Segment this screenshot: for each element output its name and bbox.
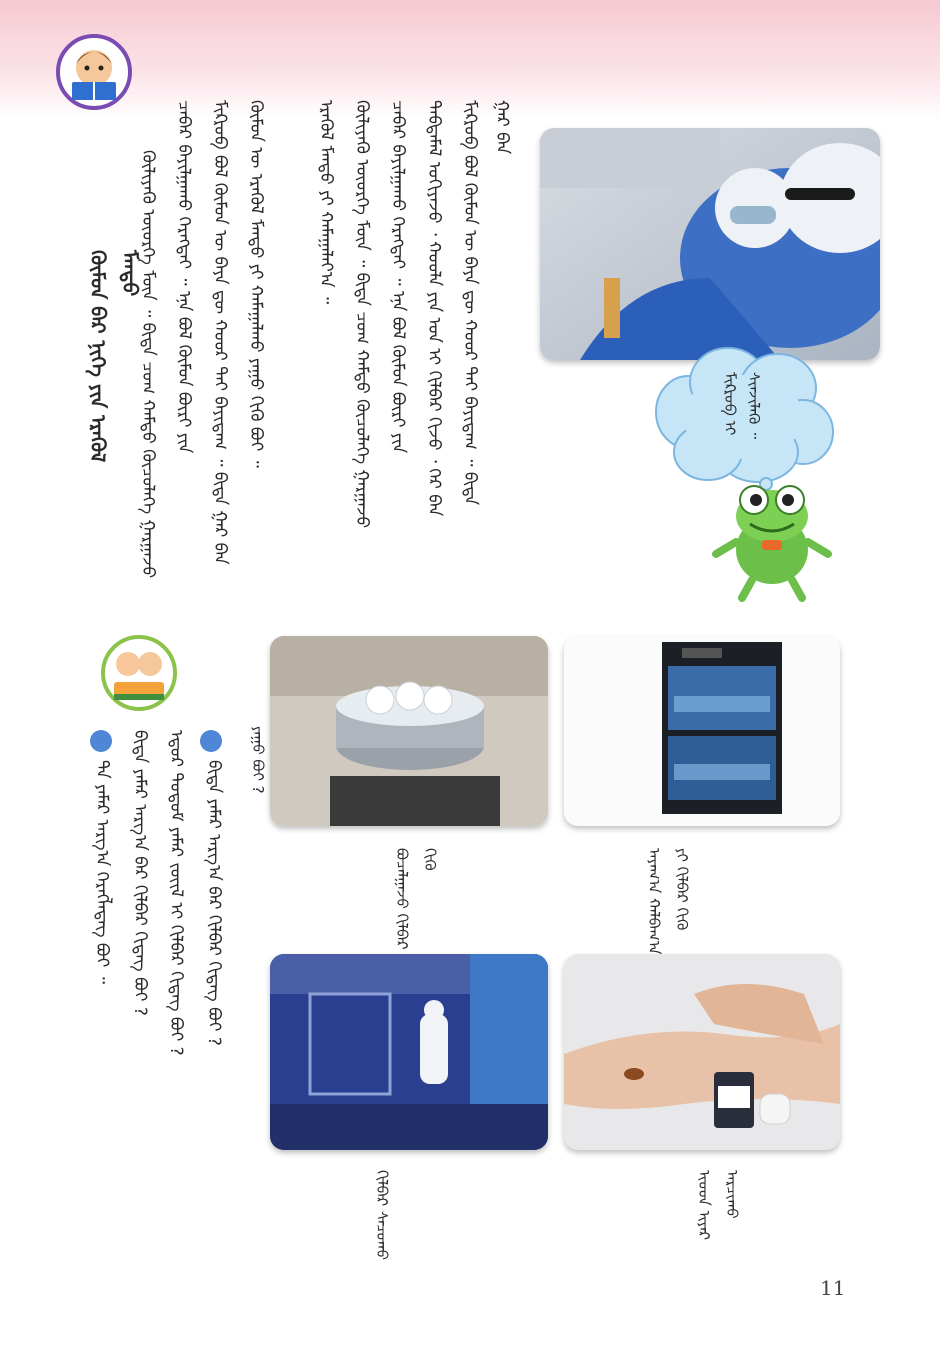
iodine-swab-photo: [564, 954, 840, 1150]
reading-boy-icon: [56, 34, 132, 110]
caption-cabinet: ᠠᠶᠠᠭ᠎ᠠ ᠬᠠᠯᠪᠠᠭ᠎ᠠ ᠶᠢ ᠬᠢᠯᠪᠡᠷ ᠬᠢᠬᠦ: [645, 848, 691, 955]
paragraph-line-5: ᠡᠷᠡᠭᠦᠯ ᠮᠡᠨᠳᠦ ᠶᠢ ᠬᠠᠮᠠᠭᠠᠯᠠᠶ᠎ᠠ ᠃: [316, 100, 336, 305]
frog-speech-text: ᠮᠢᠺᠷᠣᠪ ᠢ ᠰᠢᠨᠵᠢᠯᠡᠬᠦ ᠃: [721, 372, 763, 441]
question-2: ᠲᠠ ᠶᠠᠮᠠᠷ ᠠᠷᠭ᠎ᠠ ᠬᠡᠷᠡᠭᠯᠡᠳᠡᠭ ᠪᠤᠢ ᠃: [92, 760, 112, 984]
page-header-band: [0, 0, 940, 120]
section-title: ᠬᠦᠮᠦᠨ ᠪᠡᠷ ᠨᠢᠭᠡ ᠶᠢᠨ ᠡᠷᠡᠭᠦᠯ ᠮᠡᠨᠳᠦ: [86, 250, 142, 470]
thought-cloud: [655, 347, 834, 491]
paragraph-line-6: ᠬᠦᠮᠦᠨ ᠦ ᠡᠷᠡᠭᠦᠯ ᠮᠡᠨᠳᠦ ᠶᠢ ᠬᠠᠮᠠᠭᠠᠯᠬᠤ ᠶᠠᠭᠤ ᠬ…: [246, 100, 266, 468]
paragraph-line-8: ᠴᠡᠪᠡᠷ ᠪᠠᠶᠢᠯᠭᠠᠬᠤ ᠬᠡᠷᠡᠭᠲᠡᠢ ᠃ ᠡᠨᠡ ᠪᠣᠯ ᠬᠦᠮᠦᠨ…: [174, 100, 194, 454]
children-reading-icon: [101, 635, 177, 711]
boiling-pot-photo: [270, 636, 548, 826]
question-bullet-1: [200, 730, 222, 752]
paragraph-line-9: ᠬᠦᠯᠢᠶᠡᠬᠦ ᠦᠦᠷᠭᠡ ᠮᠦᠨ ᠃ ᠪᠢᠳᠡ ᠴᠤᠭ ᠬᠠᠮᠲᠤ ᠬᠦᠴᠦ…: [138, 150, 158, 579]
caption-iodine: ᠢᠣᠳ ᠢᠶᠠᠷ ᠠᠷᠴᠢᠬᠤ: [695, 1170, 741, 1245]
paragraph-line-4: ᠬᠦᠯᠢᠶᠡᠬᠦ ᠦᠦᠷᠭᠡ ᠮᠦᠨ ᠃ ᠪᠢᠳᠡ ᠴᠤᠭ ᠬᠠᠮᠲᠤ ᠬᠦᠴᠦ…: [352, 100, 372, 529]
caption-pot-question: ᠶᠠᠭᠤ ᠪᠤᠢ ?: [249, 726, 267, 794]
caption-sprayer: ᠬᠢᠯᠪᠡᠷ ᠰᠠᠴᠤᠬᠤ: [373, 1170, 391, 1260]
frog-mascot-icon: [712, 485, 832, 602]
disinfection-sprayer-photo: [270, 954, 548, 1150]
question-1-line-1: ᠪᠢᠳᠡ ᠶᠠᠮᠠᠷ ᠠᠷᠭ᠎ᠠ ᠪᠠᠷ ᠬᠢᠯᠪᠡᠷ ᠬᠢᠳᠡᠭ ᠪᠤᠢ ?: [204, 760, 224, 1046]
paragraph-line-7: ᠮᠢᠺᠷᠣᠪ ᠪᠣᠯ ᠬᠦᠮᠦᠨ ᠦ ᠪᠡᠶᠡ ᠳᠦ ᠬᠣᠣᠷ ᠲᠠᠢ ᠪᠠᠶᠢ…: [210, 100, 230, 565]
paragraph-line-2: ᠳᠠᠪᠲᠠᠮᠠᠯ ᠤᠭᠢᠶᠠᠵᠤ ᠂ ᠬᠣᠣᠯᠠ ᠶᠢᠨ ᠡᠳ ᠢ ᠬᠢᠯᠪᠡᠷ…: [424, 100, 444, 517]
question-1-line-2: ᠡᠳᠦᠷ ᠲᠤᠲᠤᠮ ᠶᠠᠮᠠᠷ ᠵᠦᠢᠯ ᠢ ᠬᠢᠯᠪᠡᠷ ᠬᠢᠳᠡᠭ ᠪᠤᠢ…: [166, 730, 186, 1056]
question-1-line-3: ᠪᠢᠳᠡ ᠶᠠᠮᠠᠷ ᠠᠷᠭ᠎ᠠ ᠪᠠᠷ ᠬᠢᠯᠪᠡᠷ ᠬᠢᠳᠡᠭ ᠪᠤᠢ ?: [130, 730, 150, 1016]
paragraph-line-3: ᠴᠡᠪᠡᠷ ᠪᠠᠶᠢᠯᠭᠠᠬᠤ ᠬᠡᠷᠡᠭᠲᠡᠢ ᠃ ᠡᠨᠡ ᠪᠣᠯ ᠬᠦᠮᠦᠨ…: [388, 100, 408, 454]
paragraph-line-1: ᠮᠢᠺᠷᠣᠪ ᠪᠣᠯ ᠬᠦᠮᠦᠨ ᠦ ᠪᠡᠶᠡ ᠳᠦ ᠬᠣᠣᠷ ᠲᠠᠢ ᠪᠠᠶᠢ…: [460, 100, 512, 511]
caption-pot: ᠪᠤᠴᠠᠯᠭᠠᠵᠤ ᠬᠢᠯᠪᠡᠷ ᠬᠢᠬᠦ: [393, 848, 439, 955]
lab-researchers-photo: [540, 128, 880, 360]
page-number: 11: [820, 1276, 846, 1300]
question-bullet-2: [90, 730, 112, 752]
disinfection-cabinet-photo: [564, 636, 840, 826]
